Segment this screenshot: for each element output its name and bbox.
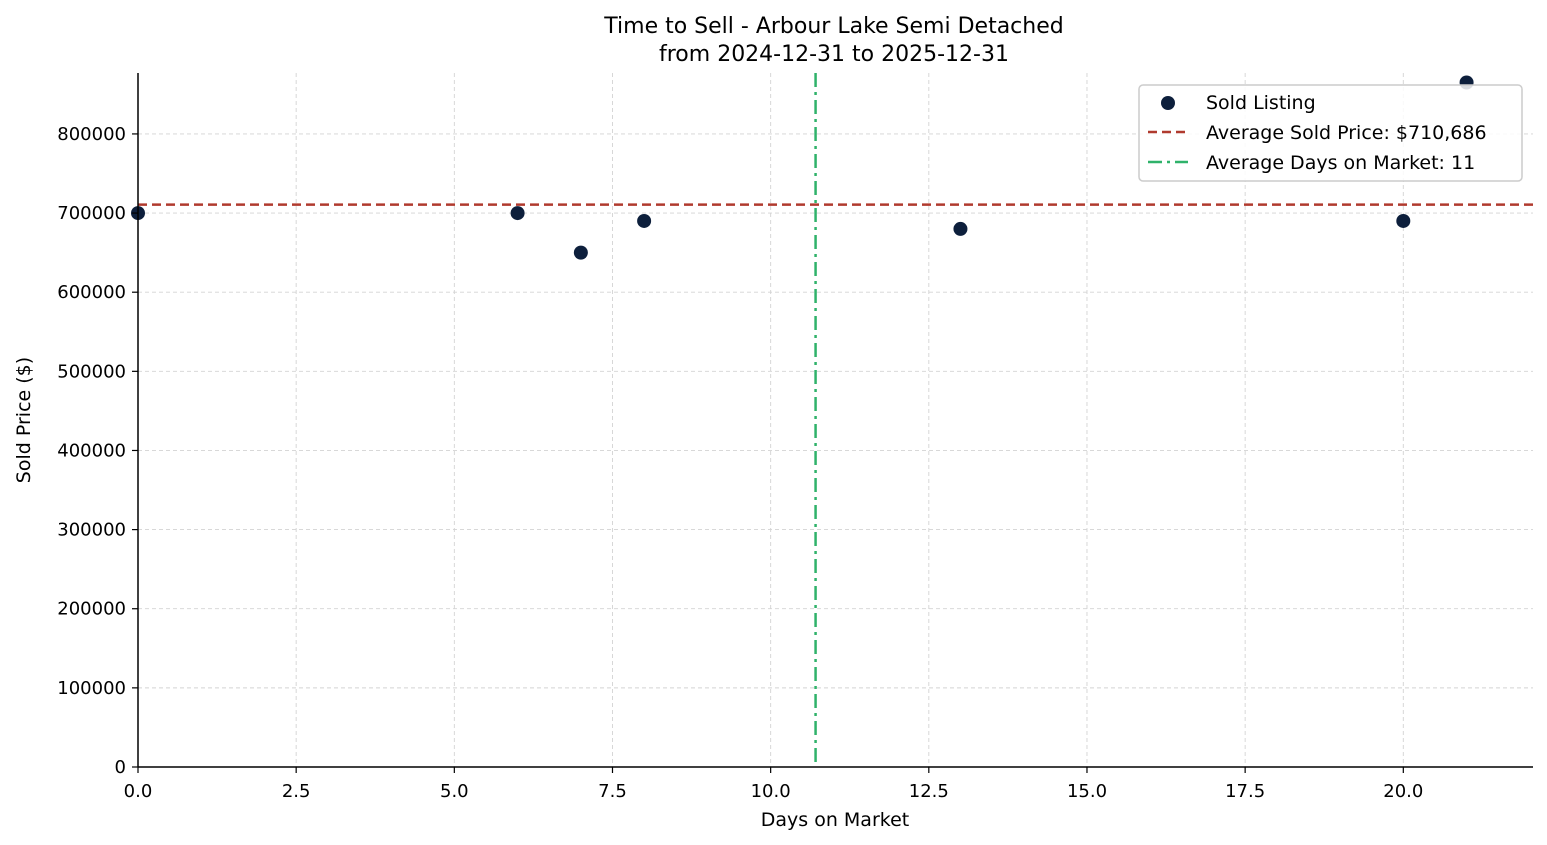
x-tick-label-7: 17.5 xyxy=(1225,781,1265,802)
y-tick-label-8: 800000 xyxy=(57,124,126,145)
x-tick-label-4: 10.0 xyxy=(751,781,791,802)
y-axis-label: Sold Price ($) xyxy=(13,357,35,483)
legend: Sold Listing Average Sold Price: $710,68… xyxy=(1138,84,1523,182)
x-ticks: 0.0 2.5 5.0 7.5 10.0 12.5 15.0 17.5 20.0 xyxy=(124,767,1423,802)
reference-lines xyxy=(138,73,1533,767)
data-point-1 xyxy=(510,206,525,221)
legend-box xyxy=(1138,84,1523,182)
legend-label-average-days: Average Days on Market: 11 xyxy=(1206,152,1475,174)
x-tick-label-5: 12.5 xyxy=(909,781,949,802)
x-axis-label: Days on Market xyxy=(761,809,909,831)
y-tick-label-0: 0 xyxy=(115,757,126,778)
x-tick-label-0: 0.0 xyxy=(124,781,153,802)
y-tick-label-7: 700000 xyxy=(57,203,126,224)
y-tick-label-6: 600000 xyxy=(57,282,126,303)
chart-subtitle: from 2024-12-31 to 2025-12-31 xyxy=(659,42,1009,67)
x-tick-label-8: 20.0 xyxy=(1383,781,1423,802)
chart-title: Time to Sell - Arbour Lake Semi Detached xyxy=(603,14,1063,39)
x-tick-label-3: 7.5 xyxy=(598,781,627,802)
y-tick-label-5: 500000 xyxy=(57,361,126,382)
y-tick-label-3: 300000 xyxy=(57,520,126,541)
y-tick-label-2: 200000 xyxy=(57,599,126,620)
data-point-5 xyxy=(1396,213,1411,228)
x-tick-label-6: 15.0 xyxy=(1067,781,1107,802)
legend-label-sold-listing: Sold Listing xyxy=(1206,92,1316,114)
x-tick-label-2: 5.0 xyxy=(440,781,469,802)
y-tick-label-1: 100000 xyxy=(57,678,126,699)
legend-label-average-price: Average Sold Price: $710,686 xyxy=(1206,122,1487,144)
data-point-4 xyxy=(953,221,968,236)
data-point-2 xyxy=(573,245,588,260)
y-tick-label-4: 400000 xyxy=(57,440,126,461)
legend-marker-sold-listing xyxy=(1161,96,1175,110)
data-point-3 xyxy=(637,213,652,228)
x-tick-label-1: 2.5 xyxy=(282,781,311,802)
y-ticks: 0 100000 200000 300000 400000 500000 600000 700… xyxy=(57,124,138,778)
